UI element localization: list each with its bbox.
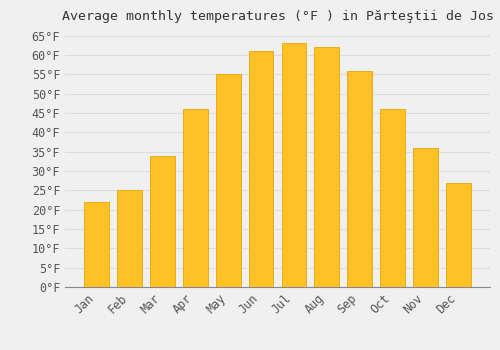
Title: Average monthly temperatures (°F ) in Părteştii de Jos: Average monthly temperatures (°F ) in Pă… (62, 10, 494, 23)
Bar (282, 43, 306, 287)
Bar (183, 109, 208, 287)
Bar (150, 155, 174, 287)
Bar (446, 183, 470, 287)
Bar (380, 109, 405, 287)
Bar (117, 190, 142, 287)
Bar (84, 202, 109, 287)
Bar (216, 75, 240, 287)
Bar (413, 148, 438, 287)
Bar (348, 70, 372, 287)
Bar (248, 51, 274, 287)
Bar (314, 47, 339, 287)
